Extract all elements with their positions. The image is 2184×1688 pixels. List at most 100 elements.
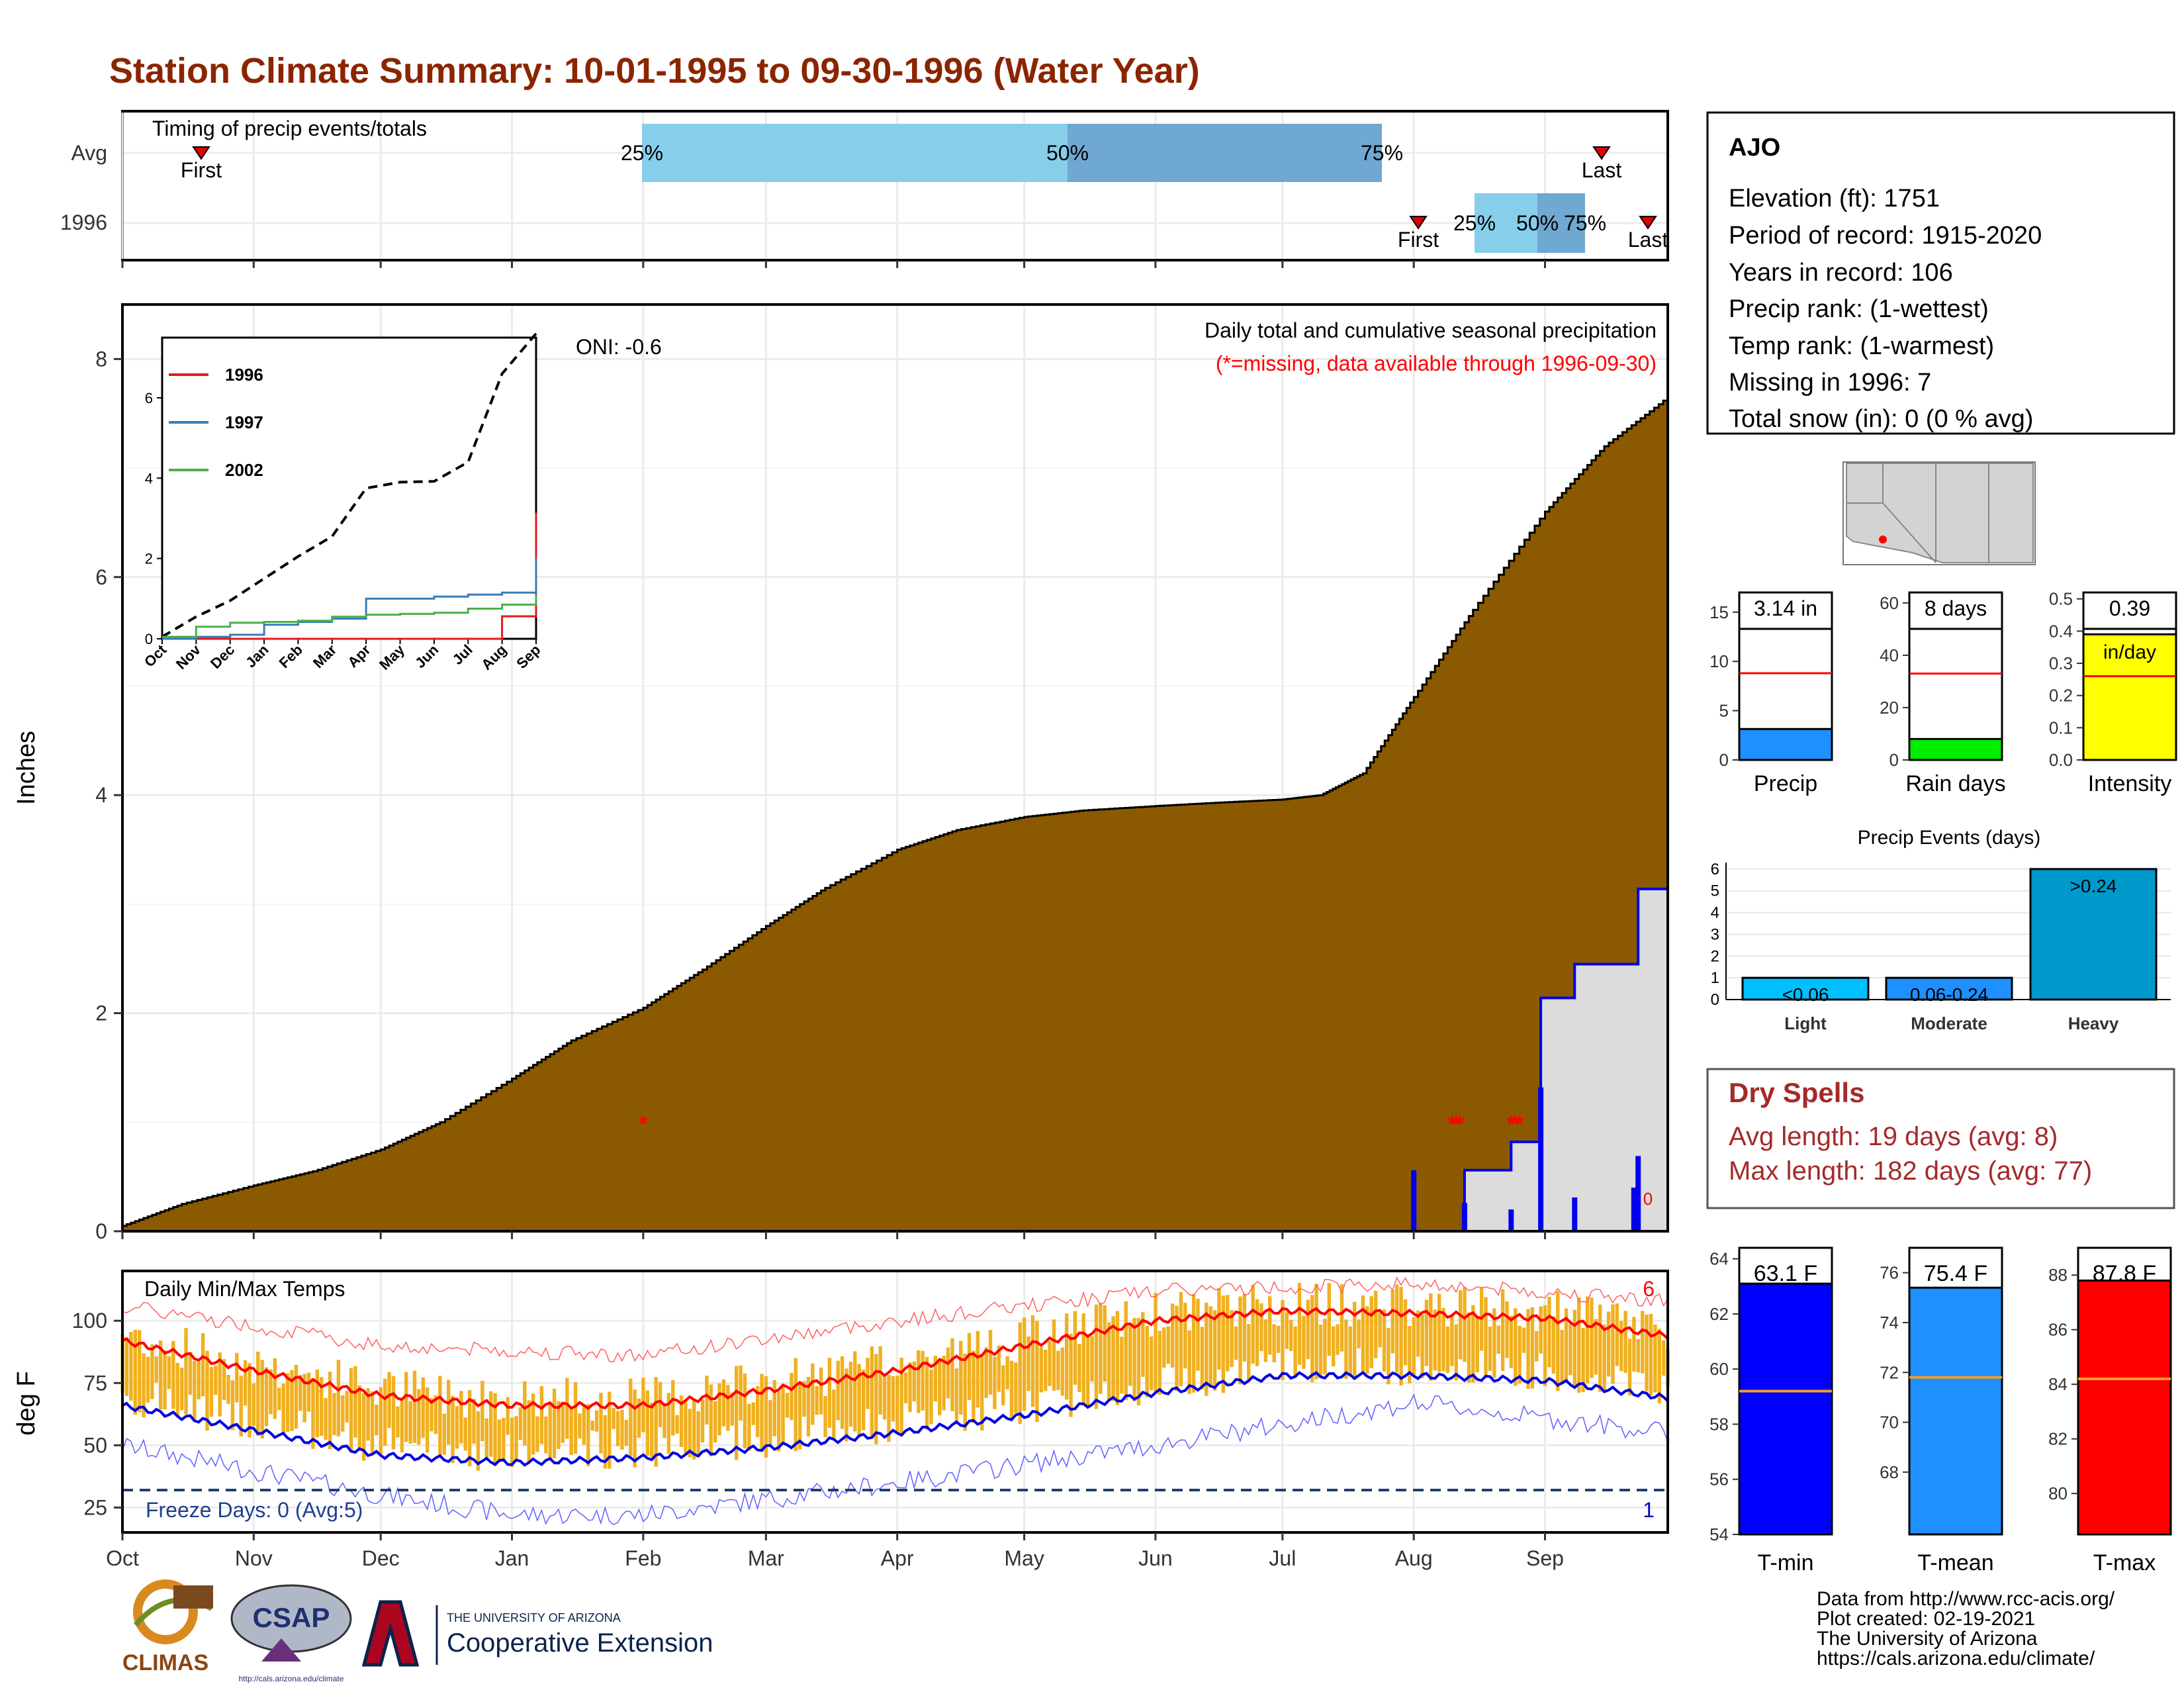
y-tick-label: 0.2	[2049, 686, 2073, 706]
daily-temp-bar	[662, 1403, 666, 1438]
daily-temp-bar	[862, 1370, 865, 1430]
daily-temp-bar	[1510, 1316, 1513, 1368]
daily-temp-bar	[705, 1376, 708, 1425]
daily-temp-bar	[819, 1368, 823, 1415]
daily-temp-bar	[235, 1353, 238, 1403]
daily-precip-bar	[1508, 1209, 1514, 1231]
timing-panel: Timing of precip events/totals Avg 1996 …	[60, 111, 1668, 268]
daily-temp-bar	[921, 1351, 924, 1411]
station-location-dot	[1879, 536, 1887, 543]
y-tick-label: 75	[83, 1371, 107, 1395]
daily-temp-bar	[1192, 1294, 1195, 1393]
daily-temp-bar	[189, 1352, 192, 1395]
station-line: Years in record: 106	[1729, 259, 1953, 287]
daily-temp-bar	[1302, 1316, 1305, 1369]
daily-temp-bar	[1137, 1318, 1140, 1405]
daily-temp-bar	[1349, 1327, 1352, 1377]
daily-temp-bar	[574, 1382, 577, 1454]
daily-temp-bar	[837, 1360, 840, 1420]
daily-temp-bar	[1323, 1319, 1326, 1374]
month-label: Dec	[362, 1546, 400, 1570]
y-tick-label: 4	[1711, 904, 1719, 922]
daily-temp-bar	[654, 1377, 657, 1466]
month-axis: Oct Nov Dec Jan Feb Mar Apr May Jun Jul Aug Sep	[106, 1532, 1564, 1570]
daily-temp-bar	[400, 1401, 404, 1452]
avg-p25-label: 25%	[621, 141, 663, 165]
daily-temp-bar	[337, 1360, 340, 1436]
daily-temp-bar	[1314, 1284, 1318, 1379]
daily-temp-bar	[717, 1383, 721, 1436]
daily-temp-bar	[1171, 1303, 1174, 1368]
daily-temp-bar	[150, 1344, 154, 1399]
daily-temp-bar	[1035, 1321, 1038, 1422]
legend-label: 2002	[225, 460, 263, 480]
month-label: Feb	[625, 1546, 661, 1570]
daily-temp-bar	[938, 1359, 941, 1415]
daily-temp-bar	[1082, 1313, 1085, 1405]
daily-temp-bar	[773, 1380, 776, 1436]
daily-temp-bar	[1459, 1290, 1462, 1360]
daily-temp-bar	[722, 1380, 725, 1427]
daily-temp-bar	[353, 1366, 357, 1438]
temp-y-label: deg F	[13, 1371, 40, 1435]
daily-temp-bar	[1234, 1327, 1238, 1360]
daily-temp-bar	[1128, 1323, 1132, 1386]
daily-temp-bar	[1340, 1284, 1343, 1352]
daily-temp-bar	[1217, 1288, 1220, 1370]
daily-temp-bar	[1455, 1325, 1458, 1381]
daily-temp-bar	[1437, 1294, 1441, 1372]
footer-line: https://cals.arizona.edu/climate/	[1817, 1648, 2095, 1669]
daily-temp-bar	[1441, 1308, 1445, 1371]
daily-temp-bar	[316, 1370, 319, 1437]
daily-temp-bar	[1213, 1310, 1216, 1391]
daily-temp-bar	[519, 1407, 522, 1440]
daily-temp-bar	[472, 1399, 475, 1444]
bar-fill	[1739, 1284, 1832, 1534]
daily-temp-bar	[1433, 1309, 1437, 1370]
y-tick-label: 100	[72, 1309, 107, 1333]
footer-line: Plot created: 02-19-2021	[1817, 1608, 2035, 1630]
daily-precip-bar	[1538, 1088, 1543, 1231]
daily-temp-bar	[1425, 1299, 1428, 1366]
daily-temp-bar	[1552, 1317, 1555, 1374]
daily-temp-bar	[1107, 1323, 1111, 1401]
daily-temp-bar	[447, 1380, 450, 1444]
avg-last-label: Last	[1582, 158, 1622, 182]
daily-temp-bar	[1662, 1340, 1665, 1376]
daily-temp-bar	[1361, 1295, 1365, 1374]
ua-big-text: Cooperative Extension	[447, 1628, 713, 1658]
daily-temp-bar	[993, 1357, 996, 1409]
y-tick-label: 82	[2048, 1429, 2068, 1449]
csap-logo: CSAP http://cals.arizona.edu/climate	[232, 1585, 351, 1683]
daily-temp-bar	[392, 1376, 395, 1450]
daily-temp-bar	[498, 1419, 501, 1462]
daily-temp-bar	[989, 1330, 992, 1395]
daily-temp-bar	[1196, 1299, 1199, 1371]
daily-temp-bar	[946, 1348, 950, 1399]
daily-temp-bar	[1167, 1327, 1170, 1364]
daily-temp-bar	[1522, 1328, 1525, 1353]
daily-temp-bar	[955, 1368, 958, 1424]
daily-temp-bar	[1095, 1305, 1098, 1409]
y-tick-label: 2	[1711, 947, 1719, 965]
daily-precip-bar	[1411, 1170, 1416, 1231]
y-tick-label: 80	[2048, 1483, 2068, 1503]
daily-temp-bar	[1222, 1295, 1225, 1393]
month-label: Aug	[1395, 1546, 1433, 1570]
daily-temp-bar	[371, 1391, 374, 1455]
daily-temp-bar	[1277, 1326, 1280, 1353]
daily-temp-bar	[1132, 1318, 1136, 1401]
avg-50-75-bar	[1068, 124, 1382, 182]
daily-temp-bar	[514, 1416, 518, 1460]
daily-temp-bar	[1040, 1347, 1043, 1392]
daily-temp-bar	[599, 1393, 602, 1454]
bar-value-label: 8 days	[1925, 596, 1987, 620]
missing-marker: *	[1515, 1111, 1524, 1137]
daily-temp-bar	[1077, 1344, 1081, 1392]
bar-category-label: Precip	[1754, 771, 1817, 796]
daily-temp-bar	[1238, 1297, 1242, 1385]
daily-temp-bar	[1158, 1331, 1161, 1395]
daily-temp-bar	[459, 1391, 463, 1443]
daily-temp-bar	[692, 1399, 696, 1459]
y-tick-label: 88	[2048, 1265, 2068, 1285]
